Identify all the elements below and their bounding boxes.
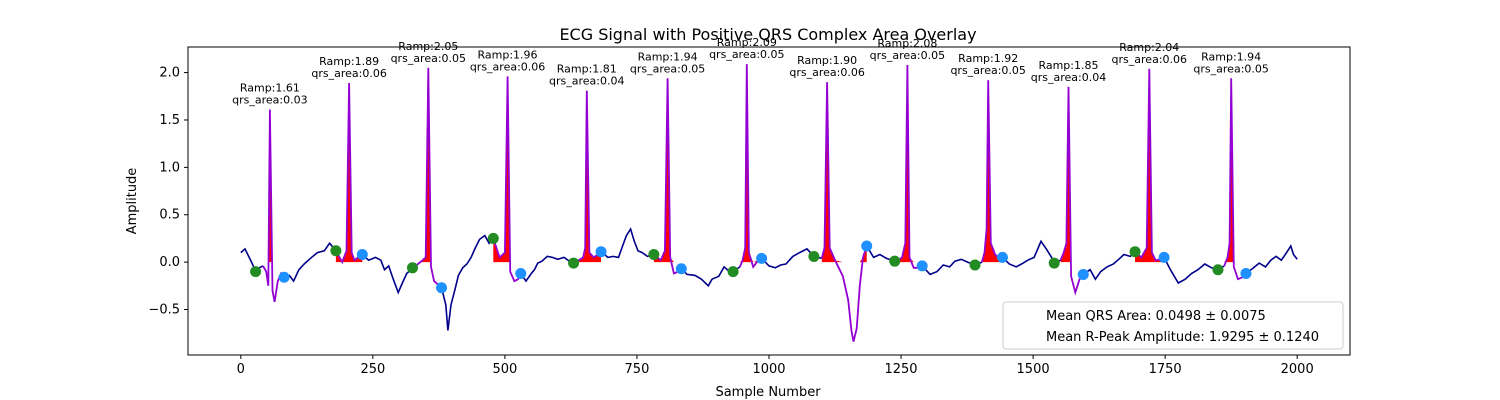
ecg-signal-line (283, 241, 337, 283)
r-amplitude-label: Ramp:1.94 (638, 50, 698, 63)
qrs-onset-marker (1048, 257, 1060, 269)
legend: Mean QRS Area: 0.0498 ± 0.0075 Mean R-Pe… (1002, 301, 1344, 350)
qrs-area-fill (1135, 68, 1165, 263)
qrs-offset-marker (595, 246, 607, 258)
qrs-offset-marker (515, 267, 527, 279)
legend-entry-mean-r-peak-amplitude: Mean R-Peak Amplitude: 1.9295 ± 0.1240 (1046, 330, 1319, 345)
r-amplitude-label: Ramp:1.89 (319, 55, 379, 68)
x-tick-label: 1000 (752, 362, 785, 377)
legend-entry-mean-qrs-area: Mean QRS Area: 0.0498 ± 0.0075 (1046, 309, 1266, 324)
qrs-segment-line (820, 82, 868, 342)
qrs-offset-marker (916, 260, 928, 272)
r-amplitude-label: Ramp:1.92 (958, 52, 1018, 65)
ecg-signal-line (1082, 251, 1136, 281)
qrs-offset-marker (1158, 251, 1170, 263)
qrs-segment-line (1059, 86, 1085, 296)
qrs-segment-line (335, 82, 363, 265)
y-axis-title: Amplitude (125, 168, 140, 235)
qrs-area-label: qrs_area:0.06 (311, 67, 386, 80)
qrs-onset-marker (969, 259, 981, 271)
qrs-offset-marker (675, 263, 687, 275)
y-tick-label: 1.0 (159, 160, 180, 175)
qrs-area-fill (821, 82, 867, 263)
qrs-onset-marker (250, 266, 262, 278)
ecg-signal-line (600, 227, 655, 259)
chart-title: ECG Signal with Positive QRS Complex Are… (559, 25, 976, 44)
qrs-offset-marker (756, 252, 768, 264)
y-tick-label: −0.5 (148, 303, 180, 318)
x-tick-label: 750 (625, 362, 650, 377)
y-tick-label: 0.5 (159, 208, 180, 223)
x-tick-label: 1250 (884, 362, 917, 377)
qrs-area-label: qrs_area:0.06 (1112, 53, 1187, 66)
qrs-offset-marker (861, 240, 873, 252)
y-axis: −0.5 0.0 0.5 1.0 1.5 2.0 (148, 66, 188, 318)
y-tick-label: 0.0 (159, 255, 180, 270)
r-amplitude-label: Ramp:1.61 (240, 82, 300, 95)
r-amplitude-label: Ramp:2.05 (398, 40, 458, 53)
qrs-area-label: qrs_area:0.04 (549, 75, 624, 88)
qrs-onset-marker (406, 262, 418, 274)
x-axis-title: Sample Number (715, 385, 821, 400)
qrs-offset-marker (1077, 268, 1089, 280)
qrs-segment-line (1223, 78, 1247, 281)
ecg-signal-line (440, 234, 494, 331)
r-amplitude-label: Ramp:1.94 (1201, 50, 1261, 63)
r-amplitude-label: Ramp:1.96 (478, 48, 538, 61)
y-tick-label: 1.5 (159, 113, 180, 128)
qrs-onset-marker (1212, 264, 1224, 276)
qrs-onset-marker (727, 266, 739, 278)
qrs-area-label: qrs_area:0.05 (870, 49, 945, 62)
qrs-area-label: qrs_area:0.04 (1031, 71, 1106, 84)
qrs-area-label: qrs_area:0.05 (1193, 62, 1268, 75)
x-tick-label: 1750 (1149, 362, 1182, 377)
qrs-offset-marker (1240, 267, 1252, 279)
qrs-onset-marker (1129, 246, 1141, 258)
x-tick-label: 0 (237, 362, 245, 377)
x-tick-label: 250 (360, 362, 385, 377)
legend-box (1002, 301, 1344, 350)
annotation-layer: Ramp:1.61qrs_area:0.03Ramp:1.89qrs_area:… (232, 36, 1269, 106)
qrs-onset-marker (889, 255, 901, 267)
x-axis: 0 250 500 750 1000 1250 1500 1750 2000 (237, 355, 1314, 377)
qrs-offset-marker (436, 282, 448, 294)
x-tick-label: 2000 (1281, 362, 1314, 377)
qrs-segment-line (492, 76, 522, 283)
qrs-area-label: qrs_area:0.05 (391, 52, 466, 65)
qrs-onset-marker (487, 232, 499, 244)
qrs-offset-marker (356, 249, 368, 261)
qrs-area-label: qrs_area:0.05 (709, 48, 784, 61)
r-amplitude-label: Ramp:1.81 (557, 63, 617, 76)
r-amplitude-label: Ramp:1.85 (1038, 59, 1098, 72)
qrs-onset-marker (330, 245, 342, 257)
qrs-onset-marker (568, 257, 580, 269)
y-tick-label: 2.0 (159, 66, 180, 81)
qrs-area-label: qrs_area:0.05 (630, 62, 705, 75)
ecg-signal-line (361, 253, 418, 295)
qrs-offset-marker (996, 251, 1008, 263)
x-tick-label: 1500 (1017, 362, 1050, 377)
qrs-onset-marker (808, 250, 820, 262)
qrs-area-fill (653, 78, 682, 263)
qrs-offset-marker (278, 271, 290, 283)
r-amplitude-label: Ramp:1.90 (797, 54, 857, 67)
r-amplitude-label: Ramp:2.09 (717, 36, 777, 49)
ecg-signal-line (1245, 244, 1298, 275)
qrs-area-fill (335, 83, 363, 263)
qrs-area-label: qrs_area:0.06 (470, 60, 545, 73)
x-tick-label: 500 (492, 362, 517, 377)
qrs-area-label: qrs_area:0.06 (789, 66, 864, 79)
qrs-area-label: qrs_area:0.05 (950, 64, 1025, 77)
qrs-onset-marker (648, 249, 660, 261)
qrs-area-label: qrs_area:0.03 (232, 94, 307, 107)
marker-layer (250, 232, 1252, 294)
